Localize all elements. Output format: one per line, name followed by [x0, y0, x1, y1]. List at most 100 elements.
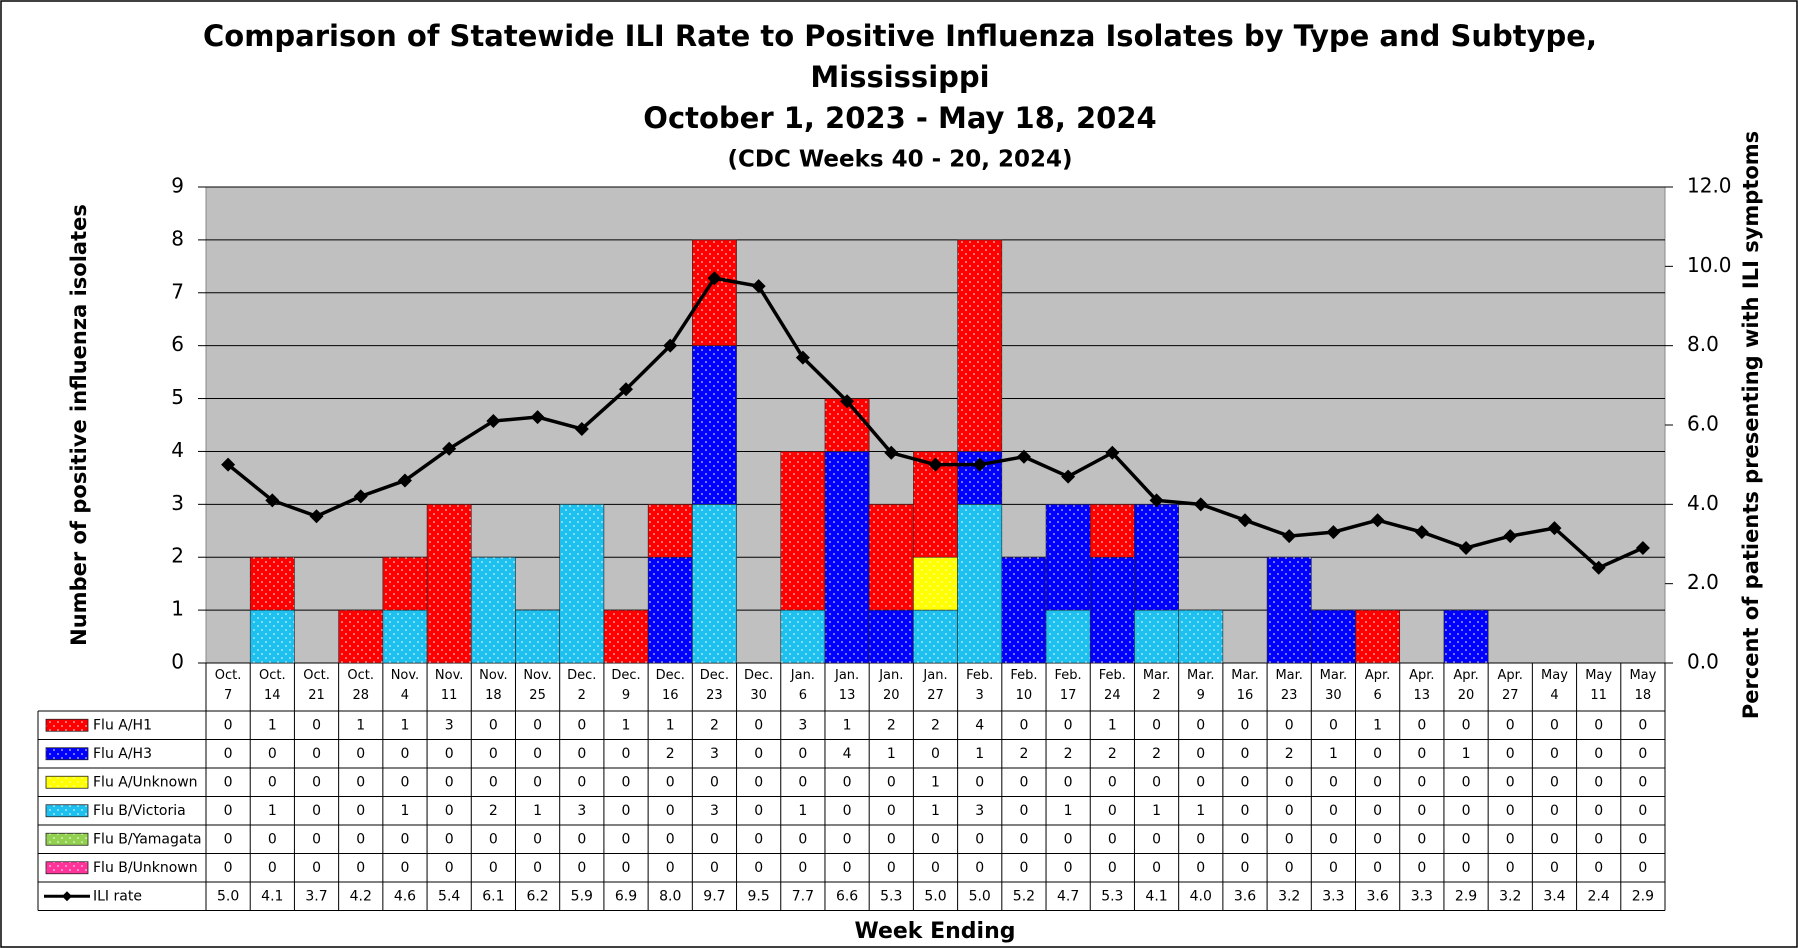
table-cell: 0 — [754, 860, 763, 876]
x-tick-cell: Jan. 6 — [781, 666, 825, 710]
x-tick-cell: Dec. 2 — [560, 666, 604, 710]
x-tick-label: Oct. 7 — [214, 668, 242, 703]
table-cell: 0 — [1019, 717, 1028, 733]
table-cell: 2 — [1064, 746, 1073, 762]
table-cell: 0 — [1152, 860, 1161, 876]
table-cell: 0 — [887, 831, 896, 847]
table-cell: 2 — [666, 746, 675, 762]
bar — [913, 609, 958, 664]
table-cell: 3.2 — [1278, 888, 1300, 904]
x-tick-label: Dec. 30 — [743, 668, 774, 703]
table-cell: 2.9 — [1632, 888, 1654, 904]
bar — [1178, 609, 1224, 664]
table-cell: 0 — [577, 831, 586, 847]
bar — [249, 609, 295, 664]
table-cell: 1 — [1329, 746, 1338, 762]
line-marker — [221, 457, 236, 472]
y-tick-label: 9 — [171, 174, 184, 198]
y-tick-label: 0 — [171, 650, 184, 674]
table-cell: 0 — [312, 860, 321, 876]
table-cell: 1 — [622, 717, 631, 733]
table-cell: 6.9 — [615, 888, 637, 904]
table-cell: 0 — [1152, 831, 1161, 847]
x-tick-cell: Apr. 13 — [1400, 666, 1444, 710]
table-cell: 1 — [400, 803, 409, 819]
table-cell: 0 — [400, 746, 409, 762]
table-cell: 0 — [843, 831, 852, 847]
legend-swatch — [45, 775, 89, 789]
bar — [470, 556, 516, 664]
x-tick-label: Nov. 4 — [390, 668, 420, 703]
line-marker — [1591, 560, 1606, 575]
table-cell: 2 — [931, 717, 940, 733]
table-cell: 0 — [224, 717, 233, 733]
x-tick-cell: Feb. 17 — [1046, 666, 1090, 710]
table-cell: 0 — [666, 803, 675, 819]
x-tick-label: May 18 — [1629, 668, 1657, 703]
table-cell: 4.6 — [394, 888, 416, 904]
bar — [868, 504, 914, 611]
bar — [249, 556, 295, 611]
legend-label: Flu B/Victoria — [93, 803, 186, 819]
table-cell: 0 — [843, 774, 852, 790]
table-cell: 0 — [533, 717, 542, 733]
table-cell: 0 — [1241, 860, 1250, 876]
table-cell: 0 — [1285, 831, 1294, 847]
table-cell: 0 — [622, 803, 631, 819]
line-marker — [265, 493, 280, 508]
line-marker — [884, 445, 899, 460]
table-cell: 0 — [975, 860, 984, 876]
table-cell: 0 — [931, 860, 940, 876]
table-cell: 0 — [622, 774, 631, 790]
bar — [382, 556, 428, 611]
table-cell: 5.9 — [571, 888, 593, 904]
bar — [603, 609, 649, 664]
x-tick-label: May 11 — [1585, 668, 1613, 703]
table-cell: 0 — [1373, 746, 1382, 762]
table-cell: 0 — [1417, 831, 1426, 847]
table-cell: 0 — [489, 860, 498, 876]
table-cell: 0 — [1506, 717, 1515, 733]
table-cell: 0 — [1285, 860, 1294, 876]
table-cell: 0 — [445, 746, 454, 762]
table-cell: 0 — [1550, 860, 1559, 876]
x-tick-cell: Jan. 27 — [913, 666, 957, 710]
line-marker — [1326, 525, 1341, 540]
table-cell: 0 — [1506, 774, 1515, 790]
table-cell: 0 — [622, 831, 631, 847]
x-tick-cell: Oct. 28 — [339, 666, 383, 710]
x-tick-label: Mar. 9 — [1187, 668, 1215, 703]
table-cell: 0 — [1373, 860, 1382, 876]
x-tick-label: Jan. 6 — [790, 668, 815, 703]
table-cell: 5.0 — [217, 888, 239, 904]
table-cell: 0 — [489, 746, 498, 762]
legend-swatch — [45, 804, 89, 818]
table-cell: 0 — [843, 803, 852, 819]
table-cell: 0 — [798, 831, 807, 847]
table-cell: 0 — [1019, 831, 1028, 847]
y2-tick-label: 2.0 — [1687, 570, 1719, 594]
table-cell: 0 — [710, 774, 719, 790]
x-tick-cell: Oct. 14 — [250, 666, 294, 710]
bar — [1355, 609, 1401, 664]
line-marker — [1193, 497, 1208, 512]
line-marker — [1016, 449, 1031, 464]
table-cell: 0 — [1506, 746, 1515, 762]
table-cell: 1 — [887, 746, 896, 762]
line-marker — [972, 457, 987, 472]
table-cell: 3.6 — [1234, 888, 1256, 904]
bar — [647, 556, 693, 664]
line-marker — [751, 279, 766, 294]
table-cell: 1 — [356, 717, 365, 733]
table-cell: 0 — [798, 746, 807, 762]
table-cell: 0 — [356, 803, 365, 819]
table-cell: 0 — [754, 803, 763, 819]
table-cell: 0 — [1373, 803, 1382, 819]
legend-label: Flu B/Yamagata — [93, 831, 202, 847]
table-cell: 0 — [1329, 860, 1338, 876]
bar — [692, 239, 737, 346]
table-cell: 0 — [1285, 803, 1294, 819]
table-cell: 0 — [1241, 717, 1250, 733]
x-tick-label: Oct. 21 — [303, 668, 330, 703]
